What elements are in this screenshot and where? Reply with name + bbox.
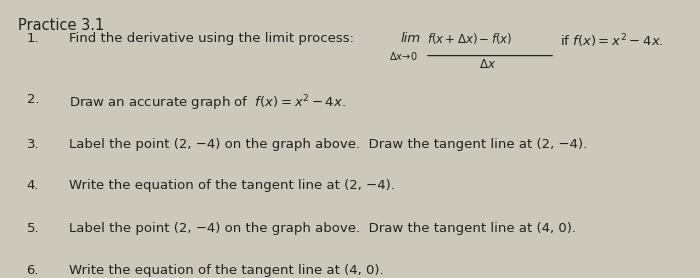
Text: Draw an accurate graph of  $f(x)=x^2-4x$.: Draw an accurate graph of $f(x)=x^2-4x$. <box>69 93 346 113</box>
Text: Label the point (2, −4) on the graph above.  Draw the tangent line at (2, −4).: Label the point (2, −4) on the graph abo… <box>69 138 587 151</box>
Text: Find the derivative using the limit process:: Find the derivative using the limit proc… <box>69 32 354 45</box>
Text: $\Delta x$: $\Delta x$ <box>480 58 496 71</box>
Text: Practice 3.1: Practice 3.1 <box>18 18 104 33</box>
Text: Label the point (2, −4) on the graph above.  Draw the tangent line at (4, 0).: Label the point (2, −4) on the graph abo… <box>69 222 575 235</box>
Text: 4.: 4. <box>27 179 39 192</box>
Text: 6.: 6. <box>27 264 39 277</box>
Text: 2.: 2. <box>27 93 39 106</box>
Text: $\Delta x\!\to\!0$: $\Delta x\!\to\!0$ <box>389 50 418 62</box>
Text: lim: lim <box>400 32 421 45</box>
Text: Write the equation of the tangent line at (2, −4).: Write the equation of the tangent line a… <box>69 179 395 192</box>
Text: 1.: 1. <box>27 32 39 45</box>
Text: 5.: 5. <box>27 222 39 235</box>
Text: if $f(x)=x^2-4x$.: if $f(x)=x^2-4x$. <box>560 32 664 49</box>
Text: Write the equation of the tangent line at (4, 0).: Write the equation of the tangent line a… <box>69 264 383 277</box>
Text: 3.: 3. <box>27 138 39 151</box>
Text: $f(x+\Delta x)-f(x)$: $f(x+\Delta x)-f(x)$ <box>427 31 512 46</box>
